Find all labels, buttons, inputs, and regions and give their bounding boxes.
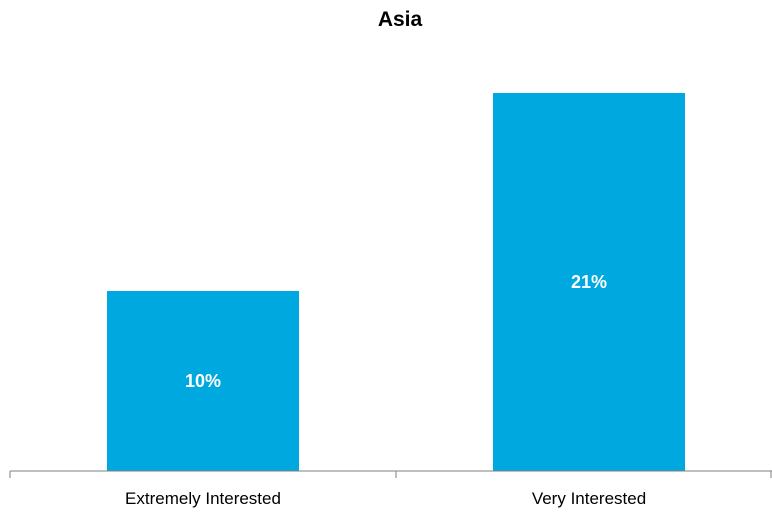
bar-0	[107, 291, 299, 471]
data-label-0: 10%	[185, 371, 221, 391]
x-tick-label-0: Extremely Interested	[125, 489, 281, 508]
x-tick-label-1: Very Interested	[532, 489, 646, 508]
plot-area: 10% Extremely Interested 21% Very Intereste…	[9, 93, 772, 508]
bar-1	[493, 93, 685, 471]
chart-title: Asia	[378, 8, 423, 31]
data-label-1: 21%	[571, 272, 607, 292]
